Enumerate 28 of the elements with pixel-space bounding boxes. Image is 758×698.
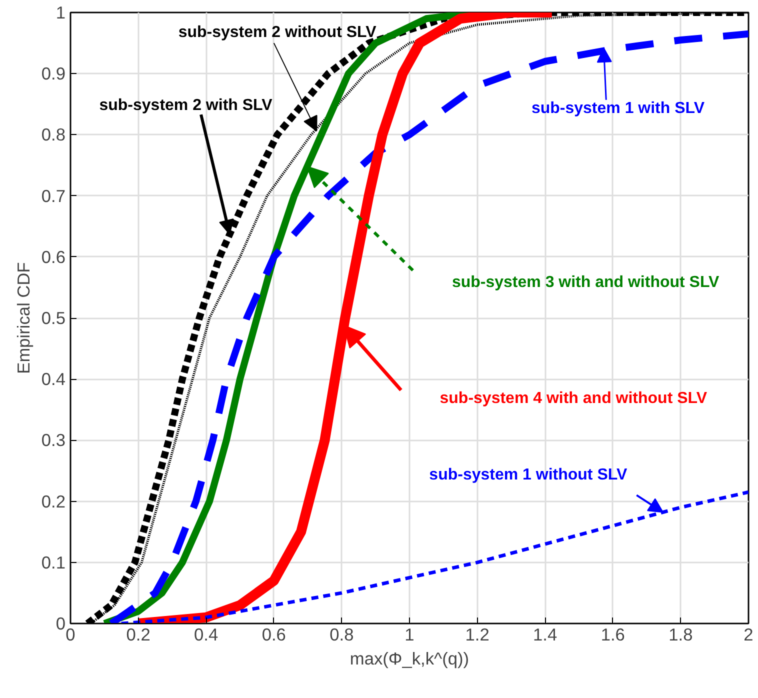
y-tick-label: 0.8 xyxy=(41,124,66,145)
annotation: sub-system 2 with SLV xyxy=(99,96,273,114)
x-axis-title: max(Φ_k,k^(q)) xyxy=(350,648,470,668)
x-tick-label: 1.6 xyxy=(600,624,625,644)
y-tick-label: 1 xyxy=(56,2,66,22)
y-axis-title: Empirical CDF xyxy=(13,262,34,374)
y-tick-label: 0.2 xyxy=(41,491,66,512)
x-tick-label: 1.2 xyxy=(465,624,490,644)
annotation: sub-system 2 without SLV xyxy=(178,24,377,42)
annotation: sub-system 1 with SLV xyxy=(531,100,705,117)
x-tick-label: 0.4 xyxy=(194,624,219,644)
x-tick-label: 0.8 xyxy=(330,624,354,644)
y-tick-label: 0.6 xyxy=(41,246,66,267)
y-tick-label: 0.5 xyxy=(41,308,66,328)
annotation: sub-system 1 without SLV xyxy=(429,466,628,484)
y-tick-label: 0.7 xyxy=(41,186,66,206)
x-tick-label: 1.4 xyxy=(533,624,558,644)
y-tick-label: 0.3 xyxy=(41,430,66,450)
x-tick-label: 2 xyxy=(744,624,754,644)
y-tick-label: 0.1 xyxy=(41,552,66,572)
x-tick-label: 0.6 xyxy=(262,624,286,644)
annotation: sub-system 3 with and without SLV xyxy=(452,274,720,292)
y-tick-label: 0.9 xyxy=(41,64,66,84)
x-tick-label: 1.8 xyxy=(668,624,693,644)
y-tick-label: 0.4 xyxy=(41,369,66,390)
x-tick-label: 0.2 xyxy=(126,624,150,644)
x-tick-label: 1 xyxy=(404,624,414,644)
annotation: sub-system 4 with and without SLV xyxy=(440,390,708,408)
